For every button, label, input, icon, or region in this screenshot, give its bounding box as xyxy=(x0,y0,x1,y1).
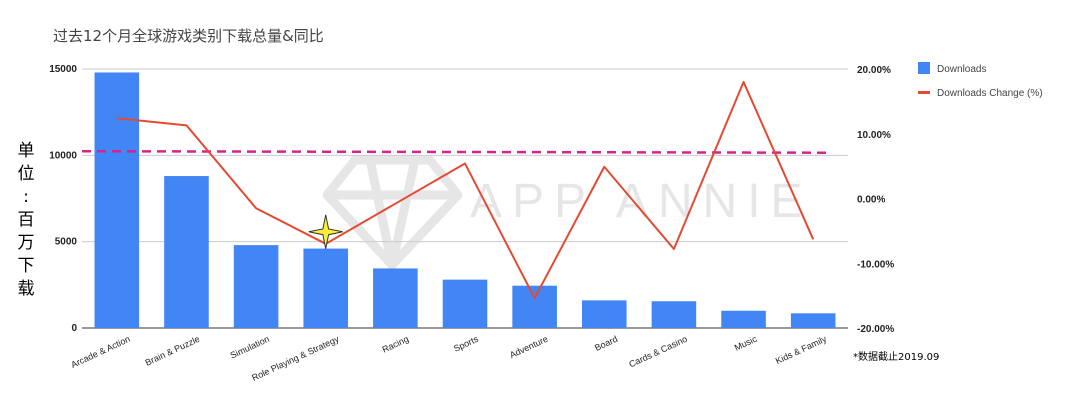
watermark-text: APP ANNIE xyxy=(470,175,813,228)
bar xyxy=(790,313,836,328)
data-note: *数据截止2019.09 xyxy=(853,350,939,363)
chart-title: 过去12个月全球游戏类别下载总量&同比 xyxy=(53,27,324,45)
y-left-tick-label: 10000 xyxy=(49,150,77,161)
legend: Downloads Downloads Change (%) xyxy=(918,62,1043,99)
reference-line-group xyxy=(81,149,829,154)
x-tick-label: Music xyxy=(733,334,759,353)
bar xyxy=(512,285,557,328)
y-right-tick-label: 0.00% xyxy=(857,195,885,206)
y-right-tick-label: 20.00% xyxy=(857,65,891,76)
y-axis-unit-char: 位 xyxy=(18,164,35,184)
y-left-tick-label: 15000 xyxy=(49,64,77,75)
y-axis-unit-char: 万 xyxy=(18,233,35,253)
x-tick-label: Adventure xyxy=(508,334,549,360)
watermark-logo-icon xyxy=(322,155,463,270)
y-right-ticks: -20.00% -10.00% 0.00% 10.00% 20.00% xyxy=(857,65,894,335)
bars xyxy=(94,72,836,328)
x-tick-label: Arcade & Action xyxy=(69,334,131,370)
bar xyxy=(651,301,697,328)
y-right-tick-label: -10.00% xyxy=(857,259,894,270)
legend-swatch-downloads xyxy=(918,62,930,74)
x-tick-label: Kids & Family xyxy=(774,334,829,367)
x-tick-label: Brain & Puzzle xyxy=(144,334,202,368)
bar xyxy=(373,268,418,328)
reference-line xyxy=(81,149,829,154)
y-axis-unit-char: 单 xyxy=(18,141,35,161)
y-axis-unit-char: 百 xyxy=(18,210,35,230)
bar xyxy=(233,245,279,328)
x-tick-label: Cards & Casino xyxy=(627,334,688,370)
bar xyxy=(94,72,140,328)
x-tick-label: Racing xyxy=(381,334,411,355)
y-left-ticks: 0 5000 10000 15000 xyxy=(49,64,77,334)
legend-swatch-change xyxy=(918,91,930,94)
x-tick-label: Sports xyxy=(452,334,480,354)
y-right-tick-label: 10.00% xyxy=(857,130,891,141)
y-left-tick-label: 5000 xyxy=(55,237,78,248)
watermark: APP ANNIE xyxy=(322,155,813,270)
y-axis-unit-char: 下 xyxy=(18,256,35,276)
y-right-tick-label: -20.00% xyxy=(857,324,894,335)
bar xyxy=(721,310,766,328)
legend-label-downloads: Downloads xyxy=(937,64,986,75)
y-axis-unit-char: : xyxy=(23,187,29,207)
x-tick-label: Simulation xyxy=(229,334,271,361)
legend-label-change: Downloads Change (%) xyxy=(937,88,1043,99)
gridlines xyxy=(82,68,848,329)
bar xyxy=(581,300,627,328)
highlight-marker-group xyxy=(308,214,343,249)
x-tick-label: Board xyxy=(593,334,619,353)
bar xyxy=(303,248,349,328)
star-icon xyxy=(308,214,343,249)
bar xyxy=(164,176,209,328)
y-left-tick-label: 0 xyxy=(71,323,77,334)
bar xyxy=(442,279,488,328)
x-ticks: Arcade & Action Brain & Puzzle Simulation R… xyxy=(69,334,828,383)
y-axis-unit-char: 载 xyxy=(18,279,35,299)
